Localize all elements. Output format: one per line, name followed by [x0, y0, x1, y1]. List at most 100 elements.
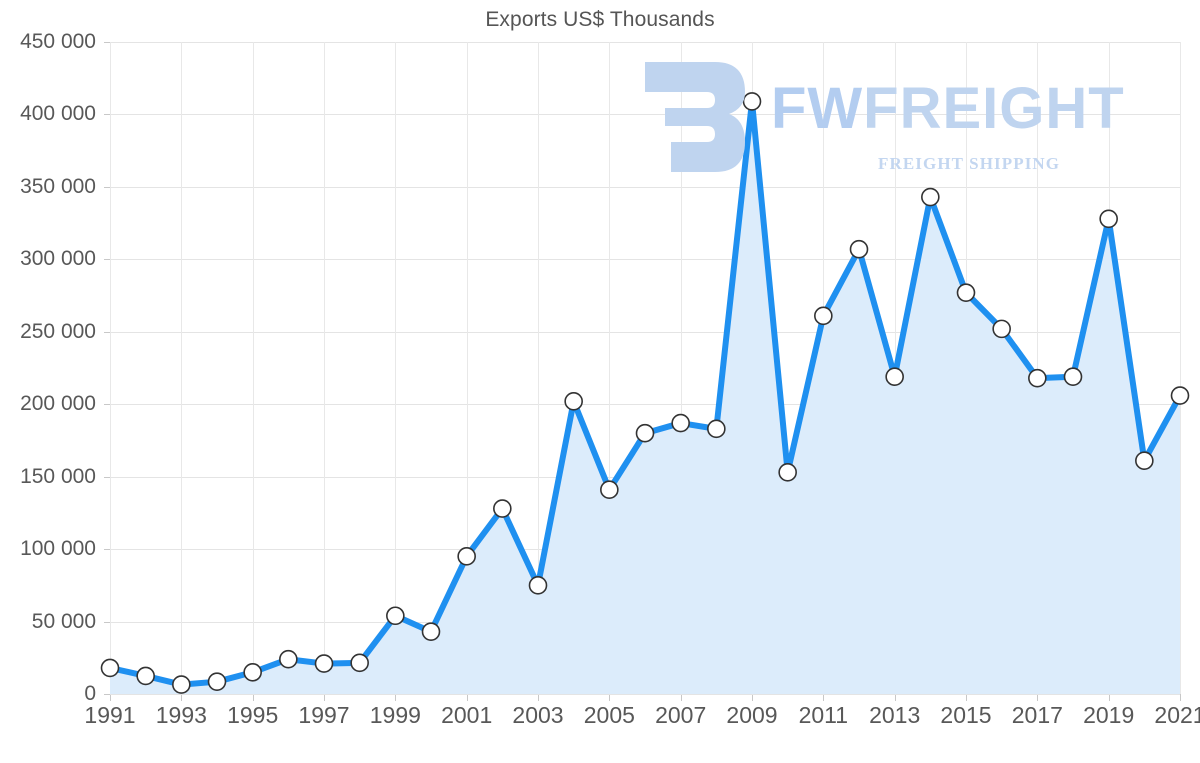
data-point-marker[interactable] [1170, 386, 1190, 405]
y-axis-tick-label: 350 000 [20, 174, 96, 198]
gridline-horizontal [110, 404, 1180, 406]
y-axis-tick-mark [104, 404, 110, 406]
x-axis-tick-label: 2009 [726, 702, 778, 728]
data-point-marker[interactable] [1135, 451, 1154, 471]
y-axis-tick-label: 50 000 [31, 609, 96, 633]
x-axis-tick-mark [823, 694, 825, 701]
gridline-vertical [680, 42, 682, 694]
y-axis-tick-label: 300 000 [20, 247, 96, 271]
chart-title: Exports US$ Thousands [485, 8, 715, 31]
data-point-marker[interactable] [172, 675, 191, 694]
x-axis-tick-label: 2005 [583, 702, 635, 728]
y-axis-tick-label: 100 000 [20, 537, 96, 561]
y-axis-tick-mark [104, 621, 110, 623]
x-axis-tick-label: 1997 [298, 702, 350, 728]
x-axis-tick-label: 2019 [1083, 702, 1135, 728]
gridline-vertical [609, 42, 611, 694]
data-point-marker[interactable] [1099, 209, 1118, 229]
x-axis-tick-label: 2013 [869, 702, 921, 728]
data-point-marker[interactable] [1028, 368, 1047, 388]
series-area-fill [110, 101, 1180, 695]
gridline-horizontal [110, 331, 1180, 333]
x-axis-tick-label: 1999 [369, 702, 421, 728]
x-axis-tick-label: 1993 [155, 702, 207, 728]
y-axis-tick-label: 0 [84, 682, 96, 705]
y-axis-tick-mark [104, 114, 110, 116]
data-point-marker[interactable] [564, 392, 583, 411]
data-point-marker[interactable] [885, 367, 904, 386]
y-axis-tick-label: 400 000 [20, 102, 96, 126]
data-point-marker[interactable] [992, 319, 1011, 339]
x-axis-tick-label: 2007 [655, 702, 707, 728]
x-axis-tick-mark [324, 694, 325, 701]
series-layer [100, 92, 1190, 695]
x-axis-tick-label: 1991 [84, 702, 136, 728]
data-point-marker[interactable] [136, 666, 155, 686]
x-axis-tick-mark [538, 694, 539, 701]
data-point-marker[interactable] [528, 576, 548, 595]
x-axis-tick-label: 2021 [1154, 702, 1200, 728]
gridline-vertical [395, 42, 397, 694]
x-axis-tick-mark [110, 694, 111, 701]
data-point-marker[interactable] [635, 423, 655, 443]
x-axis-tick-mark [395, 694, 397, 701]
x-axis-tick-mark [1037, 694, 1039, 701]
y-axis-tick-mark [104, 42, 110, 43]
data-point-marker[interactable] [778, 463, 797, 482]
y-axis-tick-mark [104, 694, 110, 695]
data-point-marker[interactable] [314, 654, 334, 673]
data-point-marker[interactable] [707, 419, 726, 439]
data-point-marker[interactable] [207, 672, 227, 691]
gridline-vertical [252, 42, 254, 694]
data-point-marker[interactable] [421, 622, 441, 641]
gridline-horizontal [110, 42, 1180, 43]
gridline-vertical [1180, 42, 1181, 694]
gridline-horizontal [110, 186, 1180, 188]
x-axis-tick-mark [1180, 694, 1181, 701]
x-axis-tick-mark [752, 694, 753, 701]
plot-area [100, 42, 1190, 695]
data-point-marker[interactable] [493, 499, 512, 518]
x-axis-tick-label: 2011 [798, 702, 849, 728]
y-axis-tick-label: 450 000 [20, 30, 96, 53]
x-axis-tick-mark [252, 694, 254, 701]
data-point-marker[interactable] [1063, 367, 1083, 386]
x-axis-tick-label: 2001 [441, 702, 493, 728]
data-point-marker[interactable] [100, 658, 120, 678]
y-axis-tick-mark [104, 186, 110, 188]
data-point-marker[interactable] [386, 606, 405, 626]
data-point-marker[interactable] [956, 283, 976, 302]
data-point-marker[interactable] [243, 662, 262, 682]
gridline-horizontal [110, 259, 1180, 261]
data-point-marker[interactable] [814, 306, 833, 326]
gridline-vertical [1037, 42, 1039, 694]
x-axis-tick-mark [181, 694, 183, 701]
gridline-horizontal [110, 694, 1180, 695]
y-axis-tick-mark [104, 549, 110, 551]
data-point-marker[interactable] [742, 92, 762, 111]
data-point-marker[interactable] [350, 653, 369, 673]
data-point-marker[interactable] [671, 413, 690, 433]
y-axis-tick-mark [104, 259, 110, 261]
y-axis-tick-label: 150 000 [20, 464, 96, 488]
x-axis-tick-label: 2017 [1011, 702, 1063, 728]
gridline-vertical [538, 42, 539, 694]
data-point-marker[interactable] [849, 239, 869, 259]
data-point-marker[interactable] [279, 649, 298, 669]
gridline-vertical [181, 42, 183, 694]
x-axis-tick-mark [466, 694, 468, 701]
data-point-marker[interactable] [921, 187, 940, 207]
x-axis-tick-mark [680, 694, 682, 701]
data-point-marker[interactable] [600, 480, 619, 500]
x-axis-tick-label: 2015 [940, 702, 992, 728]
x-axis-tick-label: 1995 [227, 702, 279, 728]
gridline-vertical [110, 42, 111, 694]
x-axis-tick-label: 2003 [512, 702, 564, 728]
y-axis-tick-label: 250 000 [20, 319, 96, 343]
x-axis-tick-mark [1108, 694, 1110, 701]
gridline-vertical [324, 42, 325, 694]
x-axis-tick-mark [894, 694, 896, 701]
y-axis-tick-mark [104, 331, 110, 333]
data-point-marker[interactable] [457, 547, 476, 566]
